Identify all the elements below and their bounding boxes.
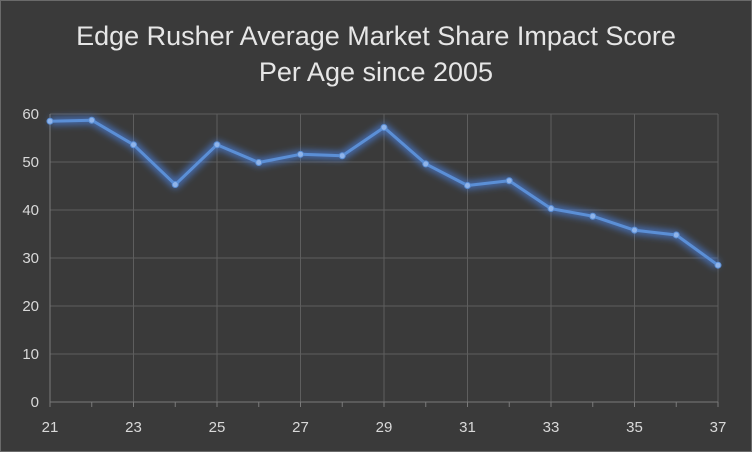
data-point-29 [380, 123, 388, 131]
data-point-37 [714, 261, 722, 269]
x-tick-label-27: 27 [292, 419, 309, 436]
data-point-30 [422, 160, 430, 168]
x-tick-label-21: 21 [42, 419, 59, 436]
axes [49, 114, 719, 407]
data-point-24 [171, 181, 179, 189]
data-point-21 [46, 117, 54, 125]
data-point-31 [464, 182, 471, 190]
y-tick-label-0: 0 [31, 394, 39, 411]
x-tick-label-37: 37 [710, 419, 727, 436]
x-tick-label-31: 31 [459, 419, 476, 436]
data-point-23 [130, 141, 137, 149]
data-point-36 [672, 231, 680, 239]
data-point-35 [631, 226, 638, 234]
y-tick-label-30: 30 [22, 250, 39, 267]
chart-title-line-1: Edge Rusher Average Market Share Impact … [76, 21, 676, 51]
chart-title-line-2: Per Age since 2005 [258, 57, 494, 87]
x-tick-label-29: 29 [376, 419, 393, 436]
data-point-25 [213, 141, 221, 149]
data-point-27 [297, 150, 304, 158]
y-tick-label-60: 60 [22, 106, 39, 123]
data-point-32 [505, 177, 513, 185]
x-tick-label-23: 23 [125, 419, 142, 436]
data-point-28 [338, 152, 346, 160]
x-tick-label-35: 35 [626, 419, 643, 436]
grid-lines [50, 113, 719, 402]
data-point-34 [589, 212, 597, 220]
series [46, 116, 722, 269]
y-tick-label-20: 20 [22, 298, 39, 315]
data-point-22 [88, 116, 96, 124]
x-tick-labels: 21 23 25 27 29 31 33 35 37 [42, 419, 727, 436]
data-point-26 [255, 158, 263, 166]
y-tick-labels: 0 10 20 30 40 50 60 [22, 106, 39, 411]
x-tick-label-33: 33 [543, 419, 560, 436]
chart-title: Edge Rusher Average Market Share Impact … [0, 18, 752, 90]
x-tick-label-25: 25 [209, 419, 226, 436]
y-tick-label-50: 50 [22, 154, 39, 171]
y-tick-label-40: 40 [22, 202, 39, 219]
y-tick-label-10: 10 [22, 346, 39, 363]
data-point-33 [547, 205, 555, 213]
